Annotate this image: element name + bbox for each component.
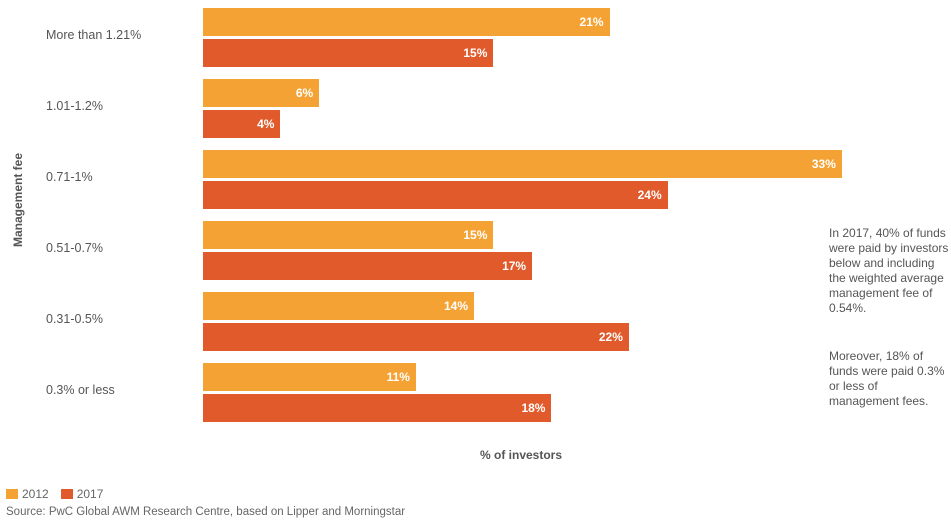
x-axis-label: % of investors xyxy=(479,448,563,462)
legend-label-2012: 2012 xyxy=(22,487,49,501)
bar-2017-1: 4% xyxy=(203,110,281,138)
bar-value-label: 21% xyxy=(579,15,604,29)
bar-value-label: 6% xyxy=(295,86,314,100)
category-label: 0.71-1% xyxy=(46,170,93,184)
bar-2017-0: 15% xyxy=(203,39,494,67)
bar-value-label: 11% xyxy=(386,370,410,384)
annotation-1: In 2017, 40% of funds were paid by inves… xyxy=(829,226,949,315)
legend-swatch-2017 xyxy=(60,489,73,499)
category-label: 0.51-0.7% xyxy=(46,241,103,255)
category-label: 1.01-1.2% xyxy=(46,99,103,113)
category-label: More than 1.21% xyxy=(46,28,142,42)
bar-value-label: 22% xyxy=(598,330,623,344)
bar-value-label: 18% xyxy=(521,401,546,415)
legend-swatch-2012 xyxy=(6,489,18,499)
bar-2012-3: 15% xyxy=(203,221,494,249)
bar-2017-4: 22% xyxy=(203,323,629,351)
legend-item-2017: 2017 xyxy=(60,487,104,501)
bar-value-label: 15% xyxy=(463,46,488,60)
legend-item-2012: 2012 xyxy=(6,487,49,501)
y-axis-label: Management fee xyxy=(11,152,25,248)
legend-label-2017: 2017 xyxy=(76,487,104,501)
bar-2017-5: 18% xyxy=(203,394,552,422)
annotation-2: Moreover, 18% of funds were paid 0.3% or… xyxy=(829,349,945,408)
bar-2012-2: 33% xyxy=(203,150,842,178)
legend: 2012 2017 xyxy=(6,487,103,501)
bar-value-label: 14% xyxy=(444,299,469,313)
bar-2012-5: 11% xyxy=(203,363,416,391)
source-note: Source: PwC Global AWM Research Centre, … xyxy=(6,506,406,518)
bar-value-label: 17% xyxy=(502,259,527,273)
bar-value-label: 33% xyxy=(811,157,836,171)
bar-value-label: 15% xyxy=(463,228,488,242)
bar-2012-1: 6% xyxy=(203,79,320,107)
category-label: 0.31-0.5% xyxy=(46,312,103,326)
bar-2017-2: 24% xyxy=(203,181,668,209)
bar-value-label: 24% xyxy=(637,188,662,202)
category-label: 0.3% or less xyxy=(46,383,115,397)
bar-2017-3: 17% xyxy=(203,252,533,280)
bar-2012-0: 21% xyxy=(203,8,610,36)
bar-2012-4: 14% xyxy=(203,292,475,320)
bar-value-label: 4% xyxy=(257,117,275,131)
